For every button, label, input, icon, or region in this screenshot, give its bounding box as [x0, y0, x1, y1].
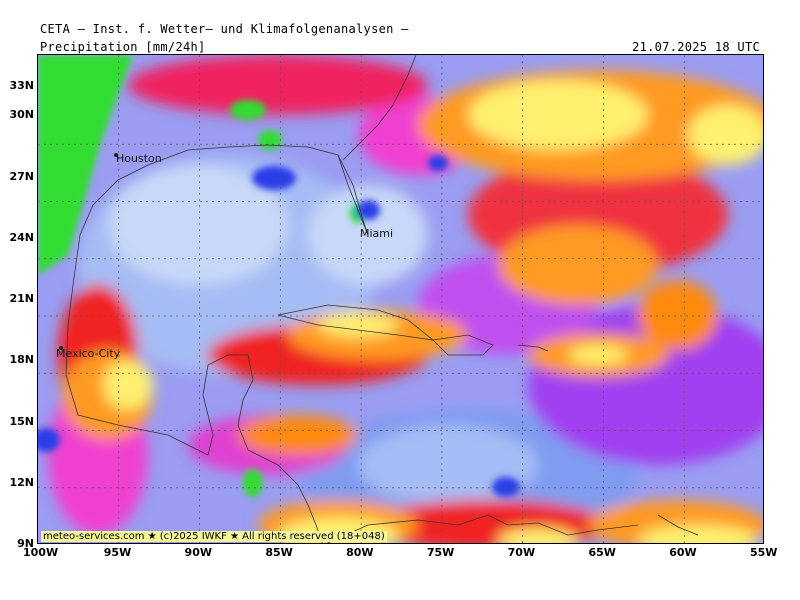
latitude-label: 27N: [9, 169, 34, 183]
latitude-label: 15N: [9, 414, 34, 428]
longitude-label: 65W: [588, 546, 616, 559]
city-label-miami: Miami: [360, 227, 393, 240]
precipitation-map[interactable]: Houston Miami Mexico-City: [38, 55, 764, 544]
longitude-label: 70W: [507, 546, 536, 559]
longitude-label: 95W: [103, 546, 132, 559]
longitude-label: 100W: [23, 546, 59, 559]
latitude-label: 30N: [9, 108, 34, 122]
parameter-title: Precipitation [mm/24h]: [40, 40, 206, 54]
longitude-label: 75W: [426, 546, 455, 559]
city-label-mexico-city: Mexico-City: [56, 347, 121, 360]
longitude-label: 80W: [346, 546, 374, 559]
longitude-label: 55W: [750, 546, 778, 559]
longitude-label: 90W: [184, 546, 212, 559]
latitude-label: 9N: [17, 537, 34, 550]
latitude-label: 24N: [9, 230, 34, 244]
organization-title: CETA — Inst. f. Wetter— und Klimafolgena…: [40, 22, 409, 36]
city-label-houston: Houston: [116, 152, 162, 165]
latitude-label: 18N: [9, 353, 34, 367]
map-frame[interactable]: Houston Miami Mexico-City: [37, 54, 764, 544]
copyright-credit: meteo-services.com ★ (c)2025 IWKF ★ All …: [41, 531, 387, 542]
valid-time: 21.07.2025 18 UTC: [632, 40, 760, 54]
latitude-label: 21N: [9, 292, 34, 305]
longitude-label: 85W: [265, 546, 293, 559]
longitude-label: 60W: [669, 546, 697, 559]
latitude-label: 12N: [9, 475, 34, 489]
latitude-label: 33N: [9, 79, 34, 92]
